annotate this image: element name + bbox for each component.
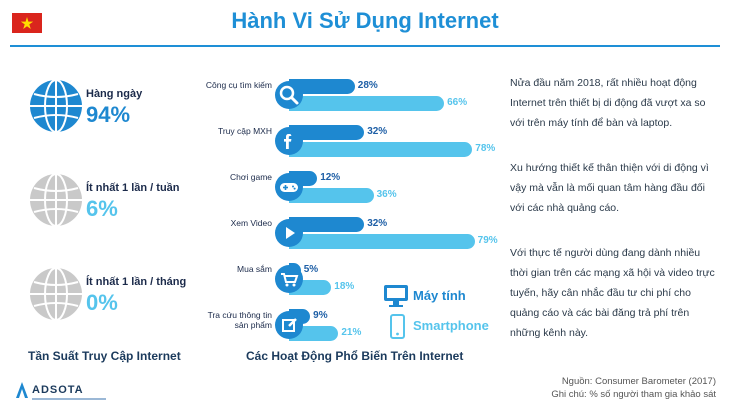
value-label-desktop: 32% bbox=[367, 126, 388, 137]
logo-text: ADSOTA bbox=[32, 384, 84, 396]
frequency-value: 0% bbox=[86, 290, 118, 315]
activity-label: Công cụ tìm kiếm bbox=[205, 80, 272, 90]
value-label-mobile: 78% bbox=[475, 143, 496, 154]
globe-icon bbox=[30, 267, 82, 321]
adsota-logo: ADSOTA bbox=[14, 378, 114, 408]
activity-label: Truy cập MXH bbox=[217, 126, 272, 136]
legend-mobile-label: Smartphone bbox=[413, 318, 489, 333]
activity-label: Tra cứu thông tin sản phẩm bbox=[207, 310, 272, 330]
value-label-mobile: 79% bbox=[477, 235, 498, 246]
value-label-desktop: 12% bbox=[320, 172, 341, 183]
bar-desktop bbox=[289, 125, 365, 140]
activities-section-title: Các Hoạt Động Phổ Biến Trên Internet bbox=[246, 349, 464, 363]
insight-paragraph: Xu hướng thiết kế thân thiện với di động… bbox=[510, 162, 709, 214]
play-icon bbox=[275, 219, 303, 247]
bar-desktop bbox=[289, 79, 355, 94]
frequency-label: Ít nhất 1 lần / tháng bbox=[86, 276, 187, 288]
monitor-icon bbox=[384, 285, 408, 307]
legend-mobile: Smartphone bbox=[383, 314, 503, 340]
bar-desktop bbox=[289, 217, 365, 232]
legend-desktop-label: Máy tính bbox=[413, 288, 466, 303]
frequency-item-weekly: Ít nhất 1 lần / tuần 6% bbox=[28, 172, 218, 242]
activity-label: Xem Video bbox=[230, 218, 272, 228]
globe-icon bbox=[30, 79, 82, 133]
value-label-desktop: 5% bbox=[303, 264, 319, 275]
value-label-desktop: 28% bbox=[357, 80, 378, 91]
frequency-item-monthly: Ít nhất 1 lần / tháng 0% bbox=[28, 266, 218, 336]
legend-desktop: Máy tính bbox=[383, 284, 503, 310]
value-label-mobile: 36% bbox=[376, 189, 397, 200]
value-label-mobile: 66% bbox=[447, 97, 468, 108]
frequency-label: Ít nhất 1 lần / tuần bbox=[86, 182, 180, 194]
bar-mobile bbox=[289, 188, 374, 203]
insight-paragraph: Nửa đầu năm 2018, rất nhiều hoạt động In… bbox=[510, 77, 706, 129]
activity-label: Mua sắm bbox=[237, 264, 272, 274]
vietnam-flag-icon bbox=[12, 13, 42, 33]
value-label-desktop: 9% bbox=[313, 310, 328, 321]
cart-icon bbox=[275, 265, 303, 293]
logo-underline bbox=[32, 398, 106, 400]
frequency-section-title: Tần Suất Truy Cập Internet bbox=[28, 349, 181, 363]
frequency-value: 94% bbox=[86, 102, 131, 127]
title-divider bbox=[10, 45, 720, 47]
smartphone-icon bbox=[390, 314, 405, 339]
page-title: Hành Vi Sử Dụng Internet bbox=[231, 8, 499, 33]
insight-paragraph: Với thực tế người dùng đang dành nhiều t… bbox=[510, 247, 715, 339]
frequency-value: 6% bbox=[86, 196, 118, 221]
value-label-mobile: 21% bbox=[341, 327, 362, 338]
logo-mark-icon bbox=[16, 382, 28, 398]
bar-mobile bbox=[289, 96, 445, 111]
value-label-mobile: 18% bbox=[334, 281, 355, 292]
facebook-icon bbox=[275, 127, 303, 155]
bar-mobile bbox=[289, 142, 473, 157]
survey-note: Ghi chú: % số người tham gia khảo sát bbox=[551, 389, 716, 400]
globe-icon bbox=[30, 173, 82, 227]
gamepad-icon bbox=[275, 173, 303, 201]
search-icon bbox=[275, 81, 303, 109]
activity-label: Chơi game bbox=[230, 172, 272, 182]
frequency-item-daily: Hàng ngày 94% bbox=[28, 78, 218, 148]
source-note: Nguồn: Consumer Barometer (2017) bbox=[561, 376, 716, 387]
bar-mobile bbox=[289, 234, 475, 249]
value-label-desktop: 32% bbox=[367, 218, 388, 229]
frequency-label: Hàng ngày bbox=[86, 88, 143, 100]
edit-icon bbox=[275, 311, 303, 339]
